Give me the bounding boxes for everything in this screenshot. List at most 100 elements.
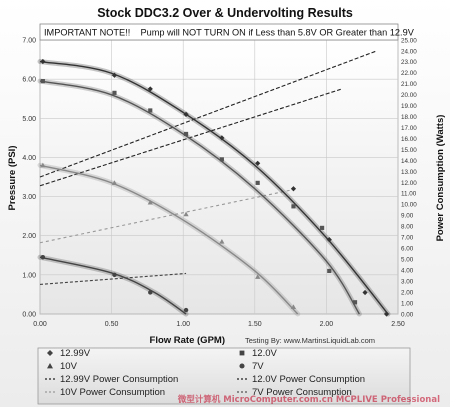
- legend-entry: 12.99V Power Consumption: [45, 374, 178, 385]
- y-axis-label: Pressure (PSI): [7, 146, 18, 211]
- y2-tick-label: 25.00: [401, 37, 417, 44]
- y2-tick-label: 0.00: [401, 311, 414, 318]
- note-box: [39, 23, 399, 41]
- grid: [39, 39, 399, 315]
- legend-label: 12.99V: [60, 348, 91, 359]
- y-tick-label: 1.00: [22, 272, 36, 279]
- power-lines: [39, 50, 377, 285]
- power-series-line: [39, 88, 341, 187]
- triangle-marker: [255, 274, 261, 279]
- legend-label: 7V Power Consumption: [252, 387, 352, 398]
- plot-area: [39, 39, 399, 315]
- y2-tick-label: 22.00: [401, 70, 417, 77]
- y2-tick-label: 20.00: [401, 92, 417, 99]
- watermark: 微型计算机 MicroComputer.com.cn MCPLIVE Profe…: [177, 394, 440, 405]
- square-marker: [255, 180, 260, 185]
- y2-tick-label: 16.00: [401, 136, 417, 143]
- y2-tick-label: 15.00: [401, 147, 417, 154]
- diamond-marker: [47, 350, 53, 356]
- y2-tick-label: 14.00: [401, 158, 417, 165]
- square-marker: [327, 268, 332, 274]
- square-marker: [112, 90, 117, 95]
- x-tick-labels: 0.00 0.50 1.00 1.50 2.00 2.50: [33, 321, 405, 328]
- power-series-line: [39, 272, 187, 285]
- legend-entry: 12.0V: [239, 348, 277, 359]
- triangle-marker: [183, 211, 189, 217]
- legend-label: 12.0V Power Consumption: [252, 374, 365, 385]
- y2-tick-label: 1.00: [401, 300, 414, 307]
- pressure-curve: [39, 256, 187, 315]
- y2-tick-label: 24.00: [401, 48, 417, 55]
- diamond-marker: [326, 237, 332, 243]
- y2-tick-label: 19.00: [401, 103, 417, 110]
- y2-tick-label: 21.00: [401, 81, 417, 88]
- testing-credit: Testing By: www.MartinsLiquidLab.com: [245, 336, 375, 345]
- y2-tick-label: 4.00: [401, 267, 414, 274]
- pressure-markers: [40, 58, 390, 317]
- x-tick-label: 2.00: [320, 321, 334, 328]
- y2-tick-label: 6.00: [401, 246, 414, 253]
- legend-label: 10V Power Consumption: [60, 387, 165, 398]
- y2-tick-label: 10.00: [401, 202, 417, 209]
- y2-tick-labels: 0.00 1.00 2.00 3.00 4.00 5.00 6.00 7.00 8.00 9.00…: [401, 37, 417, 318]
- y-tick-label: 5.00: [22, 116, 36, 123]
- square-marker: [148, 108, 153, 113]
- square-marker: [219, 157, 224, 162]
- chart-title: Stock DDC3.2 Over & Undervolting Results: [97, 6, 353, 20]
- diamond-marker: [40, 58, 46, 65]
- y2-tick-label: 23.00: [401, 59, 417, 66]
- y-tick-label: 3.00: [22, 194, 36, 201]
- diamond-marker: [290, 186, 297, 192]
- legend-entry: 7V: [239, 361, 264, 372]
- x-tick-label: 2.50: [391, 321, 405, 328]
- y2-tick-label: 11.00: [401, 191, 417, 198]
- legend-entry: 12.99V: [47, 348, 91, 359]
- y-tick-label: 6.00: [22, 77, 36, 84]
- y2-tick-label: 17.00: [401, 125, 417, 132]
- square-marker: [291, 204, 296, 209]
- legend-entry: 7V Power Consumption: [237, 387, 352, 398]
- circle-marker: [183, 307, 189, 313]
- diamond-marker: [147, 86, 153, 92]
- legend-entry: 10V Power Consumption: [45, 387, 165, 398]
- legend-entry: 10V: [47, 361, 78, 372]
- y-tick-label: 0.00: [22, 312, 36, 319]
- pressure-curve: [39, 80, 360, 315]
- x-tick-label: 1.50: [248, 321, 262, 328]
- diamond-marker: [362, 289, 368, 296]
- y2-tick-label: 12.00: [401, 180, 417, 187]
- pressure-curve: [39, 60, 389, 315]
- triangle-marker: [40, 162, 46, 168]
- triangle-marker: [47, 363, 53, 369]
- square-marker: [183, 131, 189, 137]
- x-axis-label: Flow Rate (GPM): [150, 335, 225, 346]
- pressure-curves: [37, 59, 391, 317]
- important-note: IMPORTANT NOTE!! Pump will NOT TURN ON i…: [44, 28, 415, 38]
- y2-tick-label: 3.00: [401, 278, 414, 285]
- square-marker: [239, 350, 245, 356]
- legend: 12.99V 12.0V 10V 7V 12.99V Power Consumption…: [45, 348, 365, 398]
- diamond-marker: [383, 311, 390, 317]
- triangle-marker: [219, 238, 225, 244]
- x-tick-label: 1.00: [176, 321, 190, 328]
- y2-tick-label: 13.00: [401, 169, 417, 176]
- triangle-marker: [111, 180, 118, 185]
- pressure-curve: [39, 164, 299, 315]
- diamond-marker: [111, 72, 118, 78]
- circle-marker: [40, 255, 46, 260]
- triangle-marker: [290, 304, 297, 310]
- circle-marker: [148, 290, 153, 295]
- circle-marker: [239, 363, 245, 369]
- circle-marker: [112, 272, 117, 278]
- y2-tick-label: 18.00: [401, 114, 417, 121]
- diamond-marker: [219, 135, 225, 141]
- y2-tick-label: 7.00: [401, 235, 414, 242]
- x-tick-label: 0.00: [33, 321, 47, 328]
- y-tick-labels: 0.00 1.00 2.00 3.00 4.00 5.00 6.00 7.00: [22, 38, 36, 319]
- triangle-marker: [147, 199, 153, 205]
- y-tick-label: 2.00: [22, 233, 36, 240]
- square-marker: [40, 79, 45, 84]
- square-marker: [320, 225, 325, 230]
